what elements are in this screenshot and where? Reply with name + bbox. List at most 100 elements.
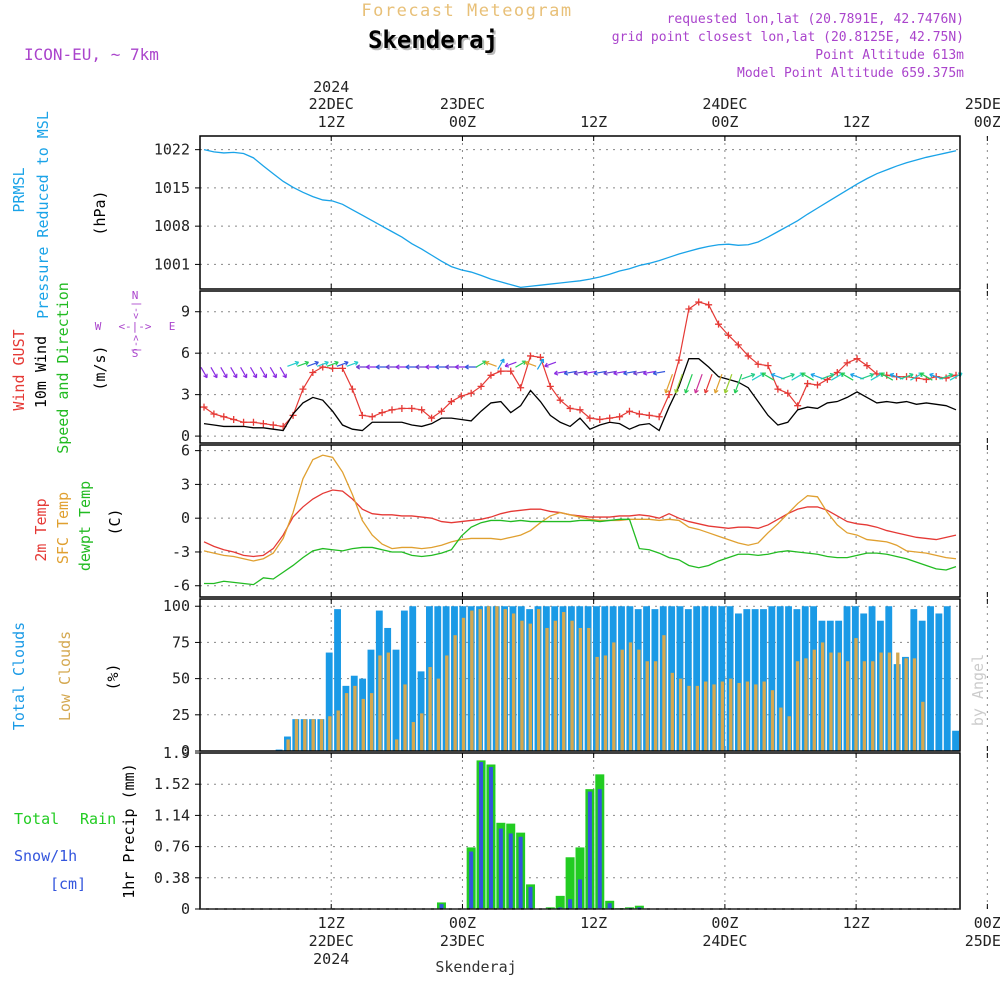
compass-e: E — [169, 320, 176, 333]
low-cloud-bar — [754, 684, 758, 751]
total-cloud-bar — [417, 671, 425, 751]
ytick-label: 1001 — [154, 255, 190, 273]
rain-bar — [555, 895, 565, 909]
gust-marker — [813, 381, 821, 389]
gust-marker — [210, 410, 218, 418]
ytick-label: 1015 — [154, 179, 190, 197]
low-cloud-bar — [520, 620, 524, 751]
low-cloud-bar — [553, 620, 558, 751]
low-cloud-bar — [862, 661, 867, 751]
top-tick-date: 24DEC — [702, 95, 747, 113]
low-cloud-bar — [461, 617, 466, 751]
ytick-label: 1022 — [154, 141, 190, 159]
wind-direction-arrow — [939, 372, 954, 380]
pressure-unit: (hPa) — [91, 190, 109, 235]
temp-unit: (C) — [106, 508, 124, 535]
top-tick-date: 23DEC — [440, 95, 485, 113]
low-cloud-bar — [453, 635, 457, 751]
gust-marker — [200, 403, 208, 411]
low-cloud-bar — [528, 623, 532, 751]
snow-bar — [479, 762, 484, 909]
gust-marker — [685, 305, 693, 313]
total-cloud-bar — [760, 609, 767, 751]
low-cloud-bar — [562, 612, 566, 751]
top-tick-hour: 00Z — [711, 113, 738, 131]
panel-frame — [199, 290, 961, 444]
snow-bar — [518, 836, 523, 909]
wind-direction-arrow — [220, 367, 228, 379]
wind-direction-arrow — [563, 370, 577, 376]
total-cloud-bar — [735, 613, 742, 751]
gust-marker — [863, 362, 871, 370]
ytick-label: 1.52 — [154, 775, 190, 793]
panel-frame — [199, 444, 961, 598]
low-cloud-bar — [353, 685, 357, 751]
sfc-temp-line — [203, 454, 957, 562]
total-cloud-bar — [334, 609, 341, 751]
low-cloud-bar — [386, 652, 390, 751]
gust-marker — [784, 389, 792, 397]
low-cloud-bar — [545, 627, 549, 751]
wind-direction-arrow — [693, 373, 703, 394]
wind-direction-arrow — [623, 370, 636, 376]
wind-direction-arrow — [306, 360, 319, 367]
low-cloud-bar — [361, 698, 365, 751]
ytick-label: 1008 — [154, 217, 190, 235]
rain-bar — [545, 907, 555, 909]
gust-marker — [527, 352, 535, 360]
2m-temp-line — [203, 489, 957, 558]
snow-bar — [568, 899, 573, 909]
wind-direction-arrow — [633, 370, 646, 376]
low-cloud-bar — [486, 606, 491, 751]
wind-direction-arrow — [287, 360, 300, 367]
gust-marker — [467, 389, 475, 397]
gust-marker — [675, 356, 683, 364]
panel-temperature: -6 -3 0 3 6 — [172, 442, 988, 598]
low-cloud-bar — [603, 655, 608, 751]
low-cloud-bar — [871, 661, 875, 751]
location-title-shadow: Skenderaj — [370, 28, 500, 56]
wind-dir-label: Speed and Direction — [54, 282, 72, 454]
snow-bar — [597, 789, 602, 909]
product-title: Forecast Meteogram — [361, 1, 572, 21]
low-cloud-bar — [411, 722, 416, 751]
gust-marker — [339, 364, 347, 372]
wind-direction-arrow — [536, 358, 545, 370]
gust-marker — [388, 406, 396, 414]
low-cloud-bar — [420, 713, 424, 751]
pressure-label-1: PRMSL — [10, 167, 28, 212]
gust-marker — [774, 385, 782, 393]
low-cloud-bar — [428, 667, 432, 751]
total-cloud-bar — [927, 606, 934, 751]
snow-bar — [488, 766, 493, 909]
snow-label: Snow/1h — [14, 847, 77, 865]
low-cloud-bar — [804, 658, 808, 751]
point-altitude: Point Altitude 613m — [815, 48, 964, 63]
low-cloud-bar — [653, 661, 658, 751]
low-cloud-bar — [854, 638, 858, 751]
low-cloud-bar — [820, 642, 825, 751]
low-cloud-bar — [737, 682, 741, 751]
ytick-label: 1.14 — [154, 806, 190, 824]
gust-marker — [329, 364, 337, 372]
wind-direction-arrow — [603, 370, 616, 376]
wind-direction-arrow — [642, 370, 656, 376]
low-cloud-bar — [729, 678, 733, 751]
low-cloud-label: Low Clouds — [56, 631, 74, 721]
gust-marker — [428, 414, 436, 422]
low-cloud-bar — [536, 609, 541, 751]
low-cloud-bar — [846, 661, 850, 751]
total-cloud-bar — [768, 606, 776, 751]
wind-direction-arrow — [800, 372, 814, 381]
total-cloud-bar — [400, 610, 408, 751]
top-tick-hour: 12Z — [318, 113, 345, 131]
low-cloud-bar — [344, 693, 349, 751]
compass-mid: <-|-> — [118, 320, 151, 333]
low-cloud-bar — [921, 701, 925, 751]
wind-direction-arrow — [899, 372, 914, 380]
low-cloud-bar — [912, 658, 917, 751]
wind-direction-arrow — [524, 360, 537, 367]
compass-n: N — [132, 289, 139, 302]
top-tick-year: 2024 — [313, 78, 349, 96]
